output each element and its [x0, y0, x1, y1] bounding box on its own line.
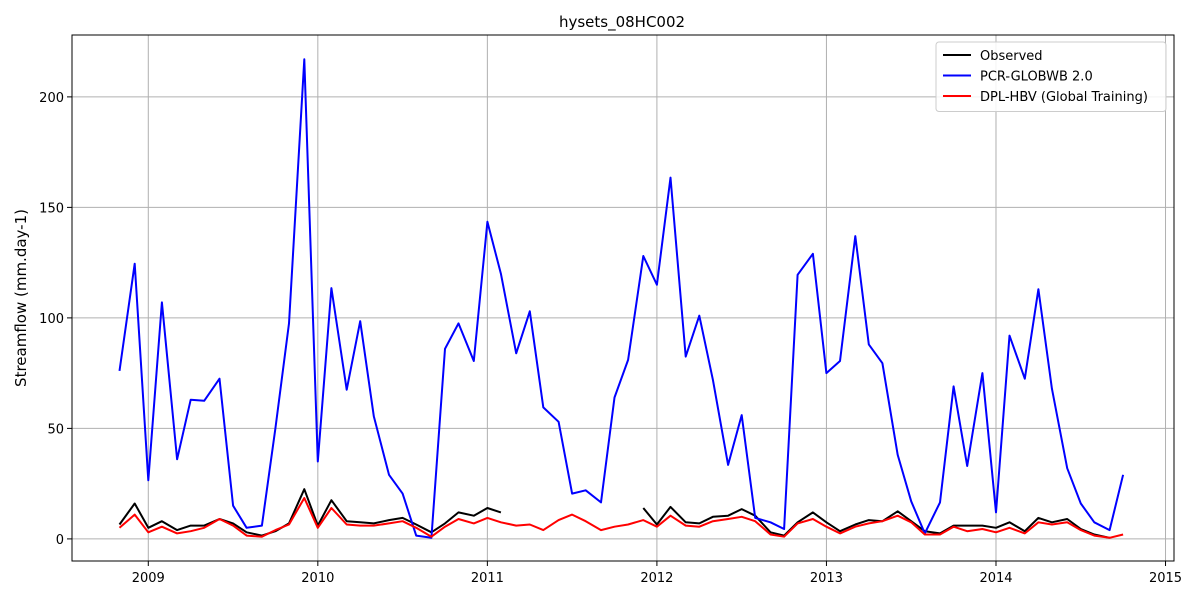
legend-box [935, 41, 1167, 112]
y-tick-label: 100 [39, 312, 64, 327]
y-axis-label: Streamflow (mm.day-1) [12, 209, 30, 387]
series-line-pcr-globwb-2-0 [118, 58, 1125, 539]
x-tick-label: 2014 [979, 571, 1012, 586]
axis-ticks: 2009 2010 2011 2012 2013 2014 2015 0 50 100 150 200 [39, 91, 1182, 586]
y-tick-label: 150 [39, 201, 64, 216]
legend-label: DPL-HBV (Global Training) [980, 90, 1148, 105]
x-tick-label: 2013 [810, 571, 843, 586]
x-tick-label: 2012 [640, 571, 673, 586]
series-line-dpl-hbv-global-training [118, 497, 1124, 539]
x-tick-label: 2011 [471, 571, 504, 586]
grid [72, 35, 1174, 561]
legend-label: PCR-GLOBWB 2.0 [980, 70, 1093, 85]
y-tick-label: 50 [47, 422, 64, 437]
axes-frame [71, 34, 1175, 562]
series-line-observed [642, 505, 1110, 539]
y-tick-label: 200 [39, 91, 64, 106]
x-tick-label: 2010 [301, 571, 334, 586]
x-tick-label: 2015 [1149, 571, 1182, 586]
series-line-observed [118, 488, 502, 537]
chart-title: hysets_08HC002 [559, 13, 685, 32]
y-tick-label: 0 [56, 533, 64, 548]
plot-area [118, 58, 1125, 539]
x-tick-label: 2009 [132, 571, 165, 586]
legend-label: Observed [980, 49, 1043, 64]
legend: Observed PCR-GLOBWB 2.0 DPL-HBV (Global Tr… [935, 41, 1167, 112]
